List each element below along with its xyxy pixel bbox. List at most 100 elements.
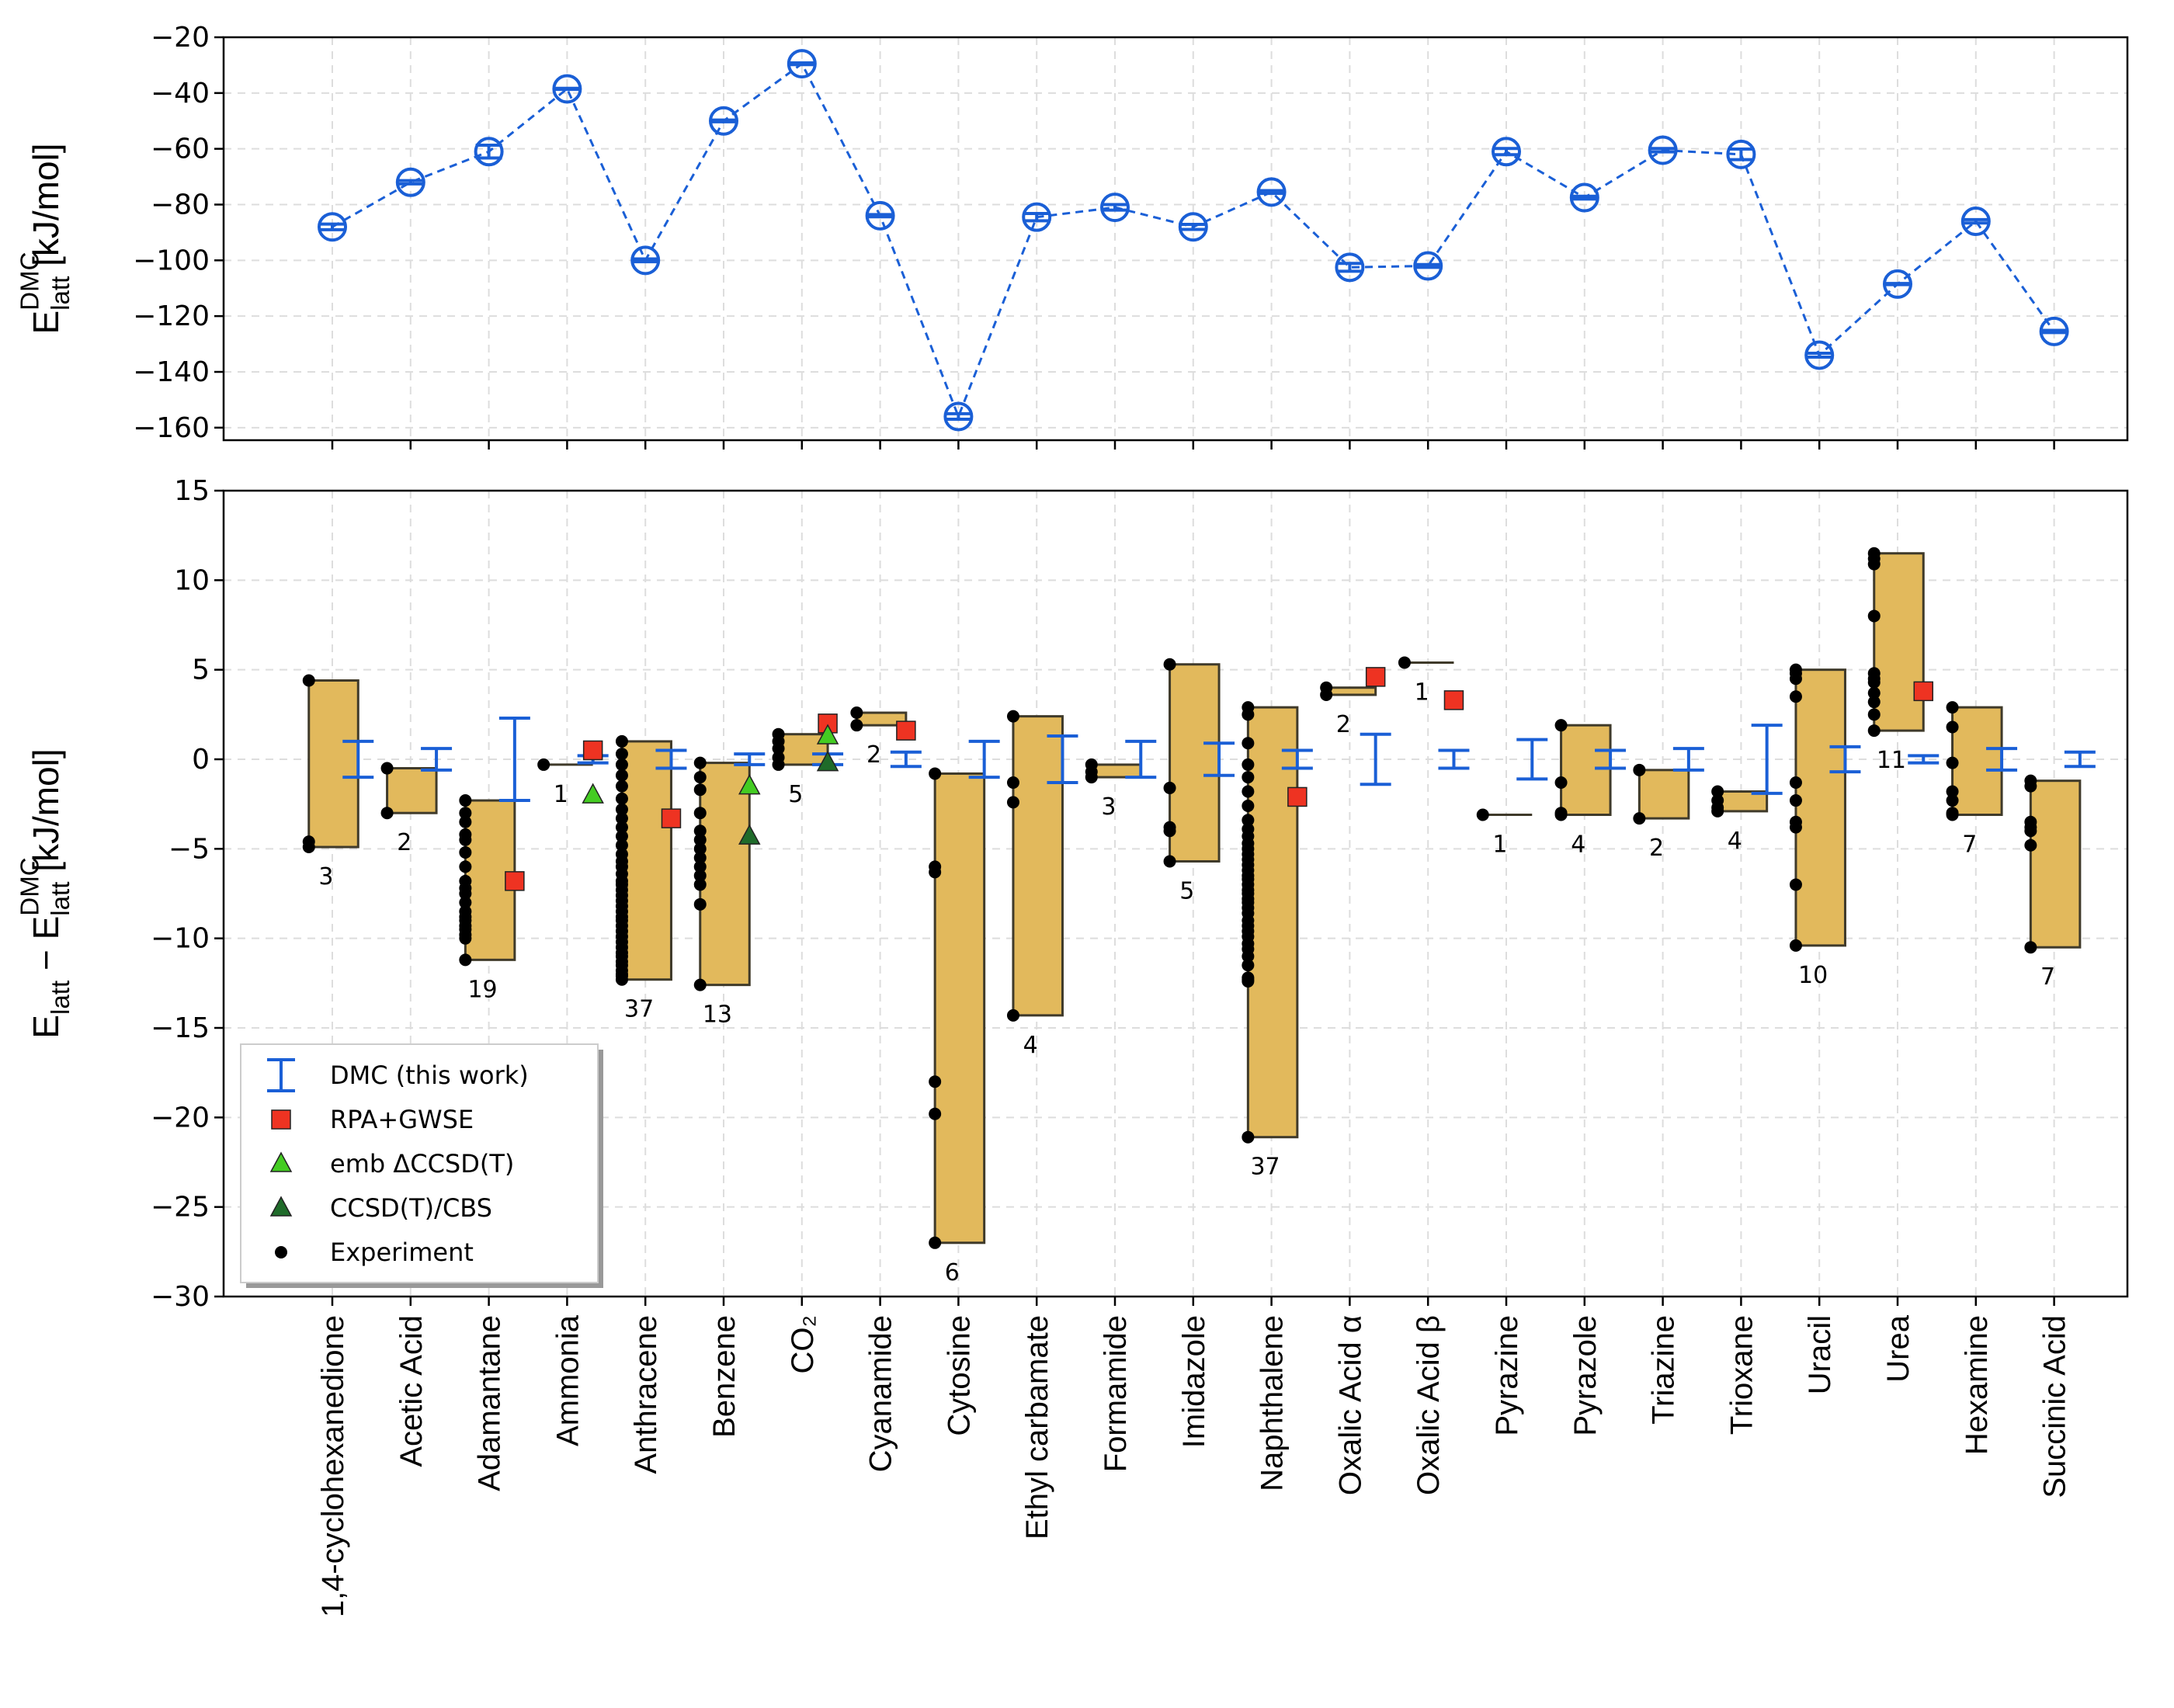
data-point bbox=[1492, 137, 1521, 167]
count-label: 4 bbox=[1728, 828, 1742, 855]
legend-marker bbox=[271, 1109, 291, 1130]
experiment-point bbox=[459, 953, 472, 967]
legend-marker bbox=[269, 1196, 293, 1217]
x-tick-label: Adamantane bbox=[473, 1315, 507, 1491]
experiment-point bbox=[693, 897, 707, 911]
count-label: 2 bbox=[866, 741, 881, 769]
y-tick-label: −20 bbox=[151, 1102, 210, 1133]
experiment-point bbox=[615, 748, 628, 761]
experiment-point bbox=[1242, 708, 1255, 721]
count-label: 4 bbox=[1571, 831, 1585, 859]
data-point bbox=[1804, 340, 1835, 370]
ccsd-point bbox=[738, 824, 761, 845]
data-point bbox=[1178, 212, 1208, 242]
experiment-point bbox=[2024, 779, 2037, 793]
label-part: DMC bbox=[16, 252, 45, 310]
experiment-point bbox=[1711, 804, 1724, 818]
experiment-point bbox=[459, 807, 472, 820]
experiment-point bbox=[1554, 776, 1568, 789]
rpa-point bbox=[1443, 690, 1464, 710]
experiment-point bbox=[1006, 796, 1019, 809]
experiment-point bbox=[537, 758, 550, 771]
experiment-point bbox=[1242, 949, 1255, 963]
experiment-point bbox=[459, 794, 472, 807]
y-tick-label: −160 bbox=[133, 412, 210, 444]
x-tick-label: Cytosine bbox=[942, 1315, 976, 1436]
experiment-point bbox=[1242, 771, 1255, 784]
count-label: 3 bbox=[1101, 793, 1116, 821]
experiment-point bbox=[1476, 808, 1489, 821]
experiment-point bbox=[1006, 710, 1019, 723]
x-tick-label: Ammonia bbox=[550, 1314, 585, 1446]
experiment-point bbox=[850, 719, 863, 732]
legend-label: DMC (this work) bbox=[330, 1061, 529, 1090]
legend-label: emb ΔCCSD(T) bbox=[330, 1149, 514, 1179]
experiment-point bbox=[1242, 737, 1255, 750]
experiment-point bbox=[929, 1075, 942, 1088]
experiment-point bbox=[1320, 688, 1333, 701]
experiment-point bbox=[380, 762, 394, 775]
experiment-point bbox=[693, 878, 707, 891]
label-part: [kJ/mol] bbox=[26, 143, 66, 276]
count-label: 10 bbox=[1798, 962, 1828, 989]
experiment-point bbox=[693, 824, 707, 838]
y-tick-label: −140 bbox=[133, 356, 210, 388]
range-box bbox=[1951, 706, 2003, 817]
experiment-point bbox=[302, 674, 315, 687]
count-label: 5 bbox=[788, 781, 803, 808]
y-tick-label: −120 bbox=[133, 300, 210, 332]
range-box bbox=[699, 762, 751, 987]
experiment-point bbox=[615, 792, 628, 805]
plot-frame bbox=[222, 36, 2129, 442]
experiment-point bbox=[2024, 824, 2037, 838]
experiment-point bbox=[1789, 821, 1802, 834]
range-box bbox=[1169, 663, 1221, 863]
experiment-point bbox=[1789, 939, 1802, 952]
experiment-point bbox=[1242, 758, 1255, 771]
y-tick-label: −15 bbox=[151, 1012, 210, 1044]
y-tick-label: 0 bbox=[192, 744, 210, 776]
data-point bbox=[1100, 193, 1130, 223]
x-tick-label: Cyanamide bbox=[864, 1315, 898, 1472]
experiment-point bbox=[772, 758, 785, 771]
y-tick-label: −80 bbox=[151, 189, 210, 221]
experiment-point bbox=[693, 783, 707, 797]
experiment-point bbox=[1163, 658, 1176, 671]
label-part: [kJ/mol] bbox=[26, 748, 66, 881]
y-tick-label: −30 bbox=[151, 1281, 210, 1313]
experiment-point bbox=[615, 779, 628, 793]
experiment-point bbox=[1946, 808, 1959, 821]
y-tick-label: −25 bbox=[151, 1192, 210, 1224]
count-label: 2 bbox=[1336, 711, 1351, 738]
x-tick-label: Uracil bbox=[1803, 1315, 1837, 1394]
experiment-point bbox=[1163, 855, 1176, 868]
range-box bbox=[1560, 724, 1612, 817]
range-box bbox=[1637, 769, 1690, 820]
legend bbox=[240, 1043, 599, 1283]
x-tick-label: Urea bbox=[1881, 1314, 1915, 1382]
experiment-point bbox=[615, 821, 628, 834]
experiment-point bbox=[615, 734, 628, 748]
data-point bbox=[1726, 139, 1756, 169]
count-label: 37 bbox=[624, 996, 654, 1023]
y-tick-label: −40 bbox=[151, 78, 210, 109]
experiment-point bbox=[1711, 785, 1724, 798]
count-label: 2 bbox=[1649, 835, 1664, 862]
experiment-point bbox=[1867, 696, 1881, 709]
experiment-point bbox=[1946, 701, 1959, 714]
rpa-point bbox=[1913, 681, 1934, 702]
count-label: 13 bbox=[703, 1002, 732, 1029]
experiment-point bbox=[929, 1107, 942, 1120]
legend-label: Experiment bbox=[330, 1238, 474, 1267]
experiment-point bbox=[1946, 756, 1959, 769]
experiment-point bbox=[1789, 878, 1802, 891]
experiment-point bbox=[459, 860, 472, 873]
experiment-point bbox=[1946, 785, 1959, 798]
x-tick-label: Hexamine bbox=[1960, 1315, 1994, 1455]
ccsd-point bbox=[582, 783, 604, 804]
x-tick-label: 1,4-cyclohexanedione bbox=[316, 1315, 350, 1617]
range-box bbox=[1325, 686, 1377, 696]
label-part: E bbox=[26, 311, 66, 335]
experiment-point bbox=[1789, 794, 1802, 807]
